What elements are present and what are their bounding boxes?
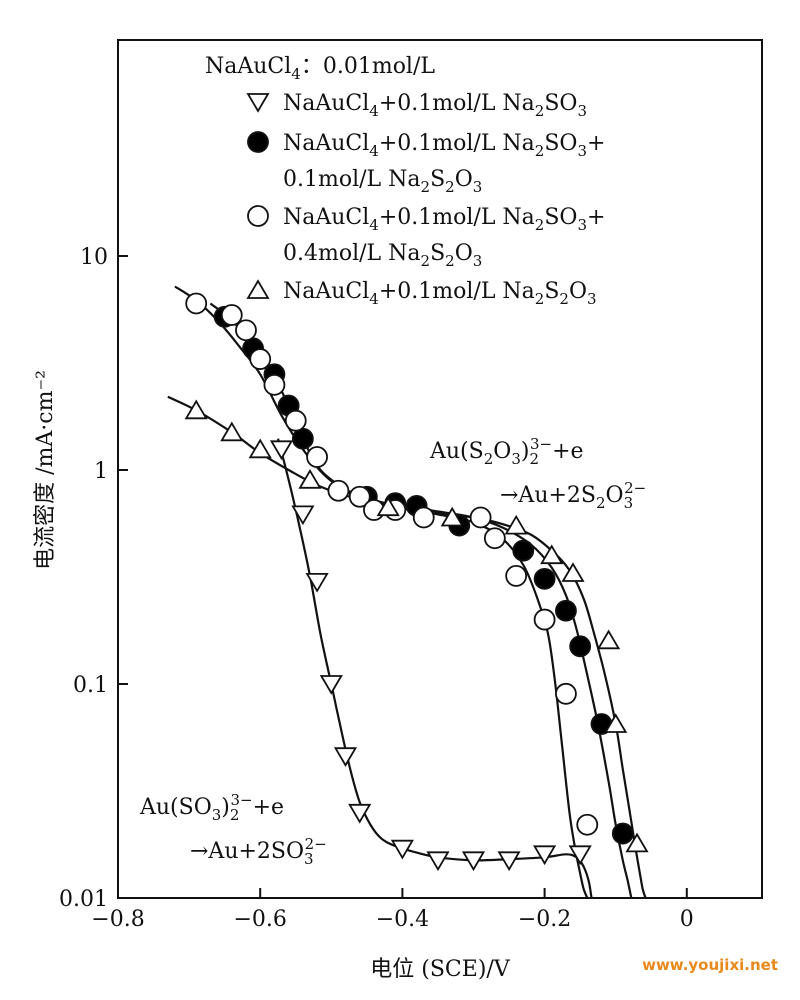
series-1-point bbox=[348, 803, 372, 824]
series-3-point bbox=[220, 304, 243, 326]
annotation-thiosulfate: →Au+2S2O32− bbox=[500, 479, 646, 512]
series-4-point bbox=[376, 496, 400, 517]
legend-label-3: 0.4mol/L Na2S2O3 bbox=[283, 241, 482, 270]
series-1-point bbox=[333, 747, 358, 767]
series-1-point bbox=[390, 839, 414, 860]
series-3-point bbox=[505, 564, 528, 587]
series-3-point bbox=[533, 608, 556, 631]
series-1-point bbox=[305, 573, 329, 593]
legend-header: NaAuCl4：0.01mol/L bbox=[205, 54, 435, 83]
series-2-point bbox=[512, 539, 535, 562]
series-3-point bbox=[263, 373, 286, 396]
series-2-point bbox=[569, 635, 592, 658]
series-3-point bbox=[555, 682, 577, 705]
x-tick-label: −0.4 bbox=[376, 907, 429, 932]
legend: NaAuCl4：0.01mol/L NaAuCl4+0.1mol/L Na2SO3… bbox=[205, 54, 605, 308]
series-2-point bbox=[611, 822, 634, 845]
series-4-point bbox=[597, 629, 621, 650]
series-4-point bbox=[561, 562, 585, 582]
annotation-thiosulfate: Au(S2O3)23−+e bbox=[429, 435, 584, 468]
axis-ticks: −0.8 −0.6 −0.4 −0.2 0 0.01 0.1 1 10 bbox=[59, 245, 694, 932]
series-3-point bbox=[469, 506, 492, 529]
markers bbox=[184, 292, 649, 872]
series-1-point bbox=[497, 851, 521, 872]
legend-label-2: NaAuCl4+0.1mol/L Na2SO3+ bbox=[283, 131, 605, 160]
series-3-point bbox=[483, 527, 506, 550]
series-4-point bbox=[440, 506, 464, 527]
series-2-point bbox=[533, 567, 556, 590]
annotations: Au(S2O3)23−+e →Au+2S2O32− Au(SO3)23−+e →Au+… bbox=[139, 435, 646, 868]
y-tick-label: 0.01 bbox=[59, 887, 108, 912]
x-tick-label: −0.6 bbox=[233, 907, 286, 932]
series-3-point bbox=[576, 813, 599, 836]
y-axis-label: 电流密度 /mA·cm⁻² bbox=[33, 370, 58, 570]
series-4-point bbox=[540, 544, 564, 565]
legend-label-2: 0.1mol/L Na2S2O3 bbox=[283, 167, 482, 196]
series-4-point bbox=[604, 713, 628, 733]
legend-marker-4 bbox=[246, 279, 270, 299]
series-4-curve bbox=[167, 395, 647, 899]
watermark: www.youjixi.net bbox=[642, 956, 778, 974]
series-1-curve bbox=[276, 438, 593, 899]
series-3-point bbox=[284, 409, 307, 432]
x-tick-label: −0.8 bbox=[91, 907, 144, 932]
series-2-point bbox=[555, 599, 577, 622]
legend-marker-1 bbox=[246, 93, 270, 113]
legend-marker-2 bbox=[247, 131, 269, 153]
legend-label-3: NaAuCl4+0.1mol/L Na2SO3+ bbox=[283, 205, 605, 234]
legend-label-4: NaAuCl4+0.1mol/L Na2S2O3 bbox=[283, 279, 597, 308]
series-1-point bbox=[461, 851, 486, 872]
x-tick-label: 0 bbox=[680, 907, 694, 932]
series-1-point bbox=[533, 845, 557, 866]
series-2-point bbox=[291, 427, 314, 450]
series-1-point bbox=[319, 675, 343, 695]
series-4-point bbox=[625, 832, 649, 853]
series-4-point bbox=[298, 469, 322, 489]
series-3-point bbox=[249, 348, 272, 370]
series-1-point bbox=[568, 845, 592, 866]
series-3-point bbox=[235, 319, 257, 342]
series-1-point bbox=[291, 505, 315, 526]
legend-marker-3 bbox=[247, 205, 269, 227]
series-1-point bbox=[426, 851, 450, 872]
annotation-sulfite: →Au+2SO32− bbox=[190, 835, 327, 868]
series-4-point bbox=[248, 438, 272, 459]
y-tick-label: 0.1 bbox=[73, 673, 108, 698]
x-tick-label: −0.2 bbox=[518, 907, 571, 932]
series-3-point bbox=[348, 485, 371, 508]
y-tick-label: 1 bbox=[94, 459, 108, 484]
series-4-point bbox=[504, 514, 528, 535]
x-axis-label: 电位 (SCE)/V bbox=[370, 957, 511, 982]
y-tick-label: 10 bbox=[80, 245, 108, 270]
series-3-point bbox=[327, 479, 350, 502]
series-4-point bbox=[220, 421, 244, 442]
series-3-point bbox=[412, 506, 435, 529]
series-4-point bbox=[184, 399, 208, 420]
annotation-sulfite: Au(SO3)23−+e bbox=[139, 791, 284, 824]
legend-label-1: NaAuCl4+0.1mol/L Na2SO3 bbox=[283, 91, 587, 120]
series-1-point bbox=[269, 440, 294, 461]
series-3-point bbox=[306, 446, 328, 468]
series-3-point bbox=[185, 292, 208, 315]
